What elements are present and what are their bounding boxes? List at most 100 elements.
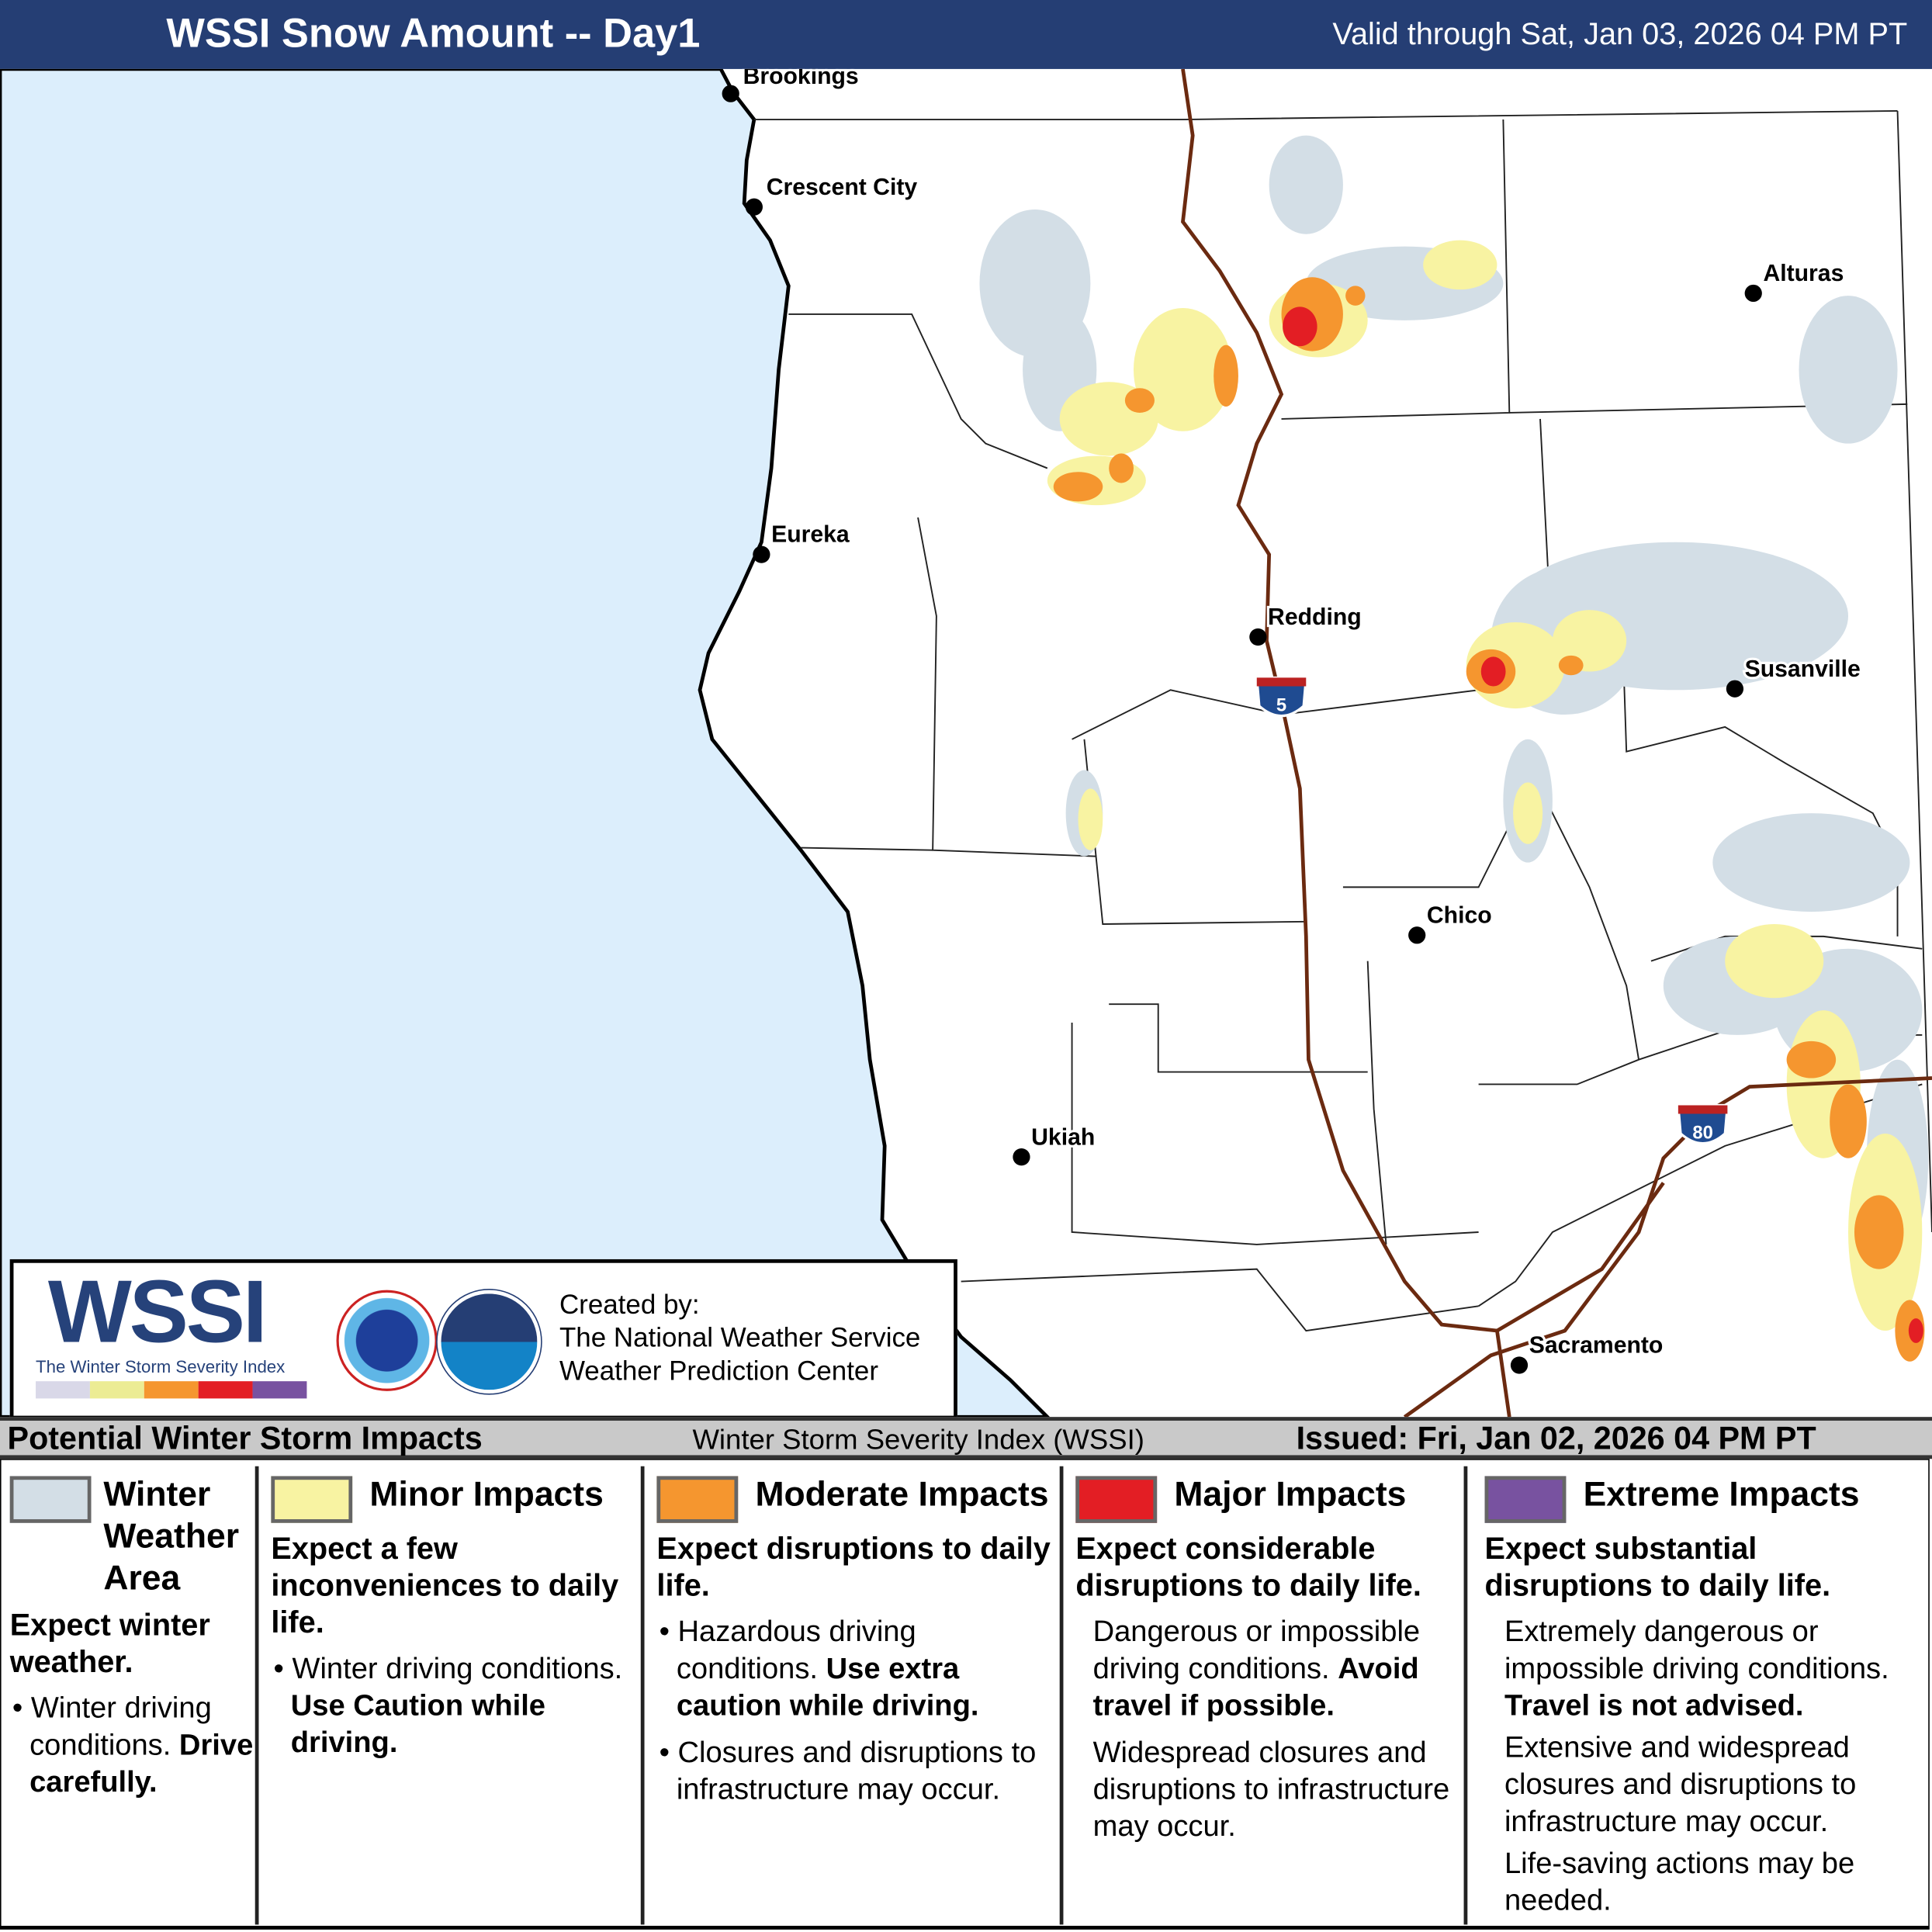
city-label: Ukiah [1031, 1124, 1095, 1150]
city-dot-icon [745, 198, 763, 216]
nws-seal-icon [336, 1290, 438, 1391]
snow-area-minor [1133, 308, 1233, 431]
wssi-logo: WSSI [47, 1262, 268, 1362]
created-by-label: Created by: [559, 1289, 700, 1320]
valid-time: Valid through Sat, Jan 03, 2026 04 PM PT [1332, 17, 1908, 52]
legend-item-bullet: • Winter driving conditions. Use Caution… [273, 1652, 623, 1760]
interstate-80 [1403, 1076, 1932, 1418]
city-label: Crescent City [767, 175, 918, 200]
interstate-5 [1181, 68, 1511, 1418]
snow-area-minor [1725, 924, 1824, 999]
city-marker: Alturas [1744, 258, 1847, 303]
city-dot-icon [1726, 680, 1744, 698]
wssi-color-bar [36, 1381, 307, 1399]
legend-item-headline: Expect a few inconveniences to daily lif… [271, 1531, 619, 1640]
legend-moderate: Moderate Impacts Expect disruptions to d… [640, 1466, 1060, 1925]
highways [1181, 68, 1932, 1418]
swatch-minor [271, 1476, 353, 1523]
snow-area-moderate [1053, 472, 1103, 502]
city-label: Eureka [771, 522, 850, 548]
snow-area-moderate [1558, 655, 1584, 676]
snow-area-moderate [1345, 286, 1366, 306]
legend-minor: Minor Impacts Expect a few inconvenience… [254, 1466, 641, 1925]
snow-area-winter-weather [1269, 135, 1343, 234]
snow-area-moderate [1109, 453, 1134, 483]
legend-item-bullet: Life-saving actions may be needed. [1504, 1847, 1855, 1917]
legend-item-bullet: Extensive and widespread closures and di… [1504, 1731, 1857, 1839]
legend-item-headline: Expect considerable disruptions to daily… [1075, 1531, 1421, 1604]
city-dot-icon [1744, 284, 1762, 303]
snow-area-major [1480, 656, 1506, 687]
legend-item-headline: Expect disruptions to daily life. [656, 1531, 1051, 1604]
city-dot-icon [1408, 926, 1426, 944]
city-dot-icon [1249, 628, 1267, 646]
legend-item-bullet: • Hazardous driving conditions. Use extr… [659, 1615, 979, 1723]
city-dot-icon [753, 545, 770, 563]
legend-item-bullet: • Closures and disruptions to infrastruc… [659, 1736, 1037, 1807]
legend-header: Potential Winter Storm Impacts Winter St… [0, 1417, 1932, 1459]
swatch-extreme [1484, 1476, 1567, 1523]
city-label: Susanville [1745, 656, 1861, 682]
legend-index-name: Winter Storm Severity Index (WSSI) [692, 1423, 1144, 1456]
svg-text:80: 80 [1692, 1122, 1712, 1143]
issued-time: Issued: Fri, Jan 02, 2026 04 PM PT [1296, 1419, 1816, 1457]
snow-impact-map: 5 80 Brookings Crescent City Eureka Alturas… [0, 68, 1932, 1418]
legend-title: Potential Winter Storm Impacts [7, 1419, 483, 1457]
city-marker: Chico [1408, 900, 1494, 944]
legend-item-title: Winter Weather Area [103, 1474, 240, 1598]
legend-item-bullet: • Winter driving conditions. Drive caref… [12, 1691, 254, 1799]
legend-item-bullet: Extremely dangerous or impossible drivin… [1504, 1615, 1889, 1723]
city-marker: Brookings [722, 69, 861, 102]
snow-area-major [1908, 1318, 1923, 1343]
legend-item-title: Moderate Impacts [755, 1474, 1049, 1514]
legend-item-headline: Expect substantial disruptions to daily … [1484, 1531, 1831, 1604]
legend-item-title: Major Impacts [1174, 1474, 1407, 1514]
city-label: Brookings [743, 69, 859, 89]
legend-item-title: Minor Impacts [369, 1474, 604, 1514]
city-dot-icon [1013, 1148, 1030, 1166]
snow-area-winter-weather [1799, 296, 1898, 444]
swatch-winter-weather [9, 1476, 92, 1523]
city-label: Alturas [1763, 261, 1844, 286]
credits-box: WSSI The Winter Storm Severity Index Cre… [9, 1259, 957, 1420]
swatch-moderate [656, 1476, 739, 1523]
snow-area-moderate [1786, 1040, 1837, 1079]
snow-impact-areas [979, 135, 1929, 1362]
wssi-logo-subtitle: The Winter Storm Severity Index [36, 1356, 286, 1376]
legend-winter-weather-area: Winter Weather Area Expect winter weathe… [8, 1466, 254, 1925]
creator-nws: The National Weather Service [559, 1321, 921, 1353]
svg-text:5: 5 [1276, 694, 1286, 715]
noaa-seal-icon [436, 1289, 542, 1395]
legend-extreme: Extreme Impacts Expect substantial disru… [1463, 1466, 1930, 1925]
legend-item-title: Extreme Impacts [1583, 1474, 1860, 1514]
snow-area-moderate [1124, 388, 1155, 413]
city-marker: Redding [1249, 602, 1364, 646]
swatch-major [1075, 1476, 1158, 1523]
creator-wpc: Weather Prediction Center [559, 1355, 879, 1387]
interstate-80-shield: 80 [1677, 1103, 1729, 1145]
legend-item-bullet: Widespread closures and disruptions to i… [1092, 1736, 1450, 1844]
snow-area-minor [1513, 782, 1543, 844]
city-marker: Susanville [1726, 654, 1863, 698]
city-marker: Ukiah [1013, 1122, 1097, 1166]
legend-major: Major Impacts Expect considerable disrup… [1059, 1466, 1464, 1925]
legend-item-bullet: Dangerous or impossible driving conditio… [1092, 1615, 1421, 1723]
snow-area-minor [1423, 240, 1497, 290]
city-label: Redding [1268, 604, 1362, 630]
city-marker: Crescent City [745, 172, 920, 216]
snow-area-major [1283, 306, 1317, 347]
interstate-5-shield: 5 [1255, 676, 1308, 718]
city-dot-icon [1510, 1356, 1529, 1374]
snow-area-minor [1078, 788, 1103, 850]
snow-area-moderate [1854, 1195, 1904, 1269]
city-label: Sacramento [1529, 1333, 1664, 1359]
city-marker: Eureka [753, 520, 852, 563]
city-marker: Sacramento [1510, 1330, 1666, 1374]
snow-area-moderate [1830, 1084, 1867, 1158]
legend-item-headline: Expect winter weather. [9, 1608, 210, 1680]
city-dot-icon [722, 85, 739, 102]
snow-area-moderate [1214, 345, 1238, 407]
snow-area-winter-weather [1712, 813, 1910, 912]
map-title: WSSI Snow Amount -- Day1 [166, 9, 701, 56]
